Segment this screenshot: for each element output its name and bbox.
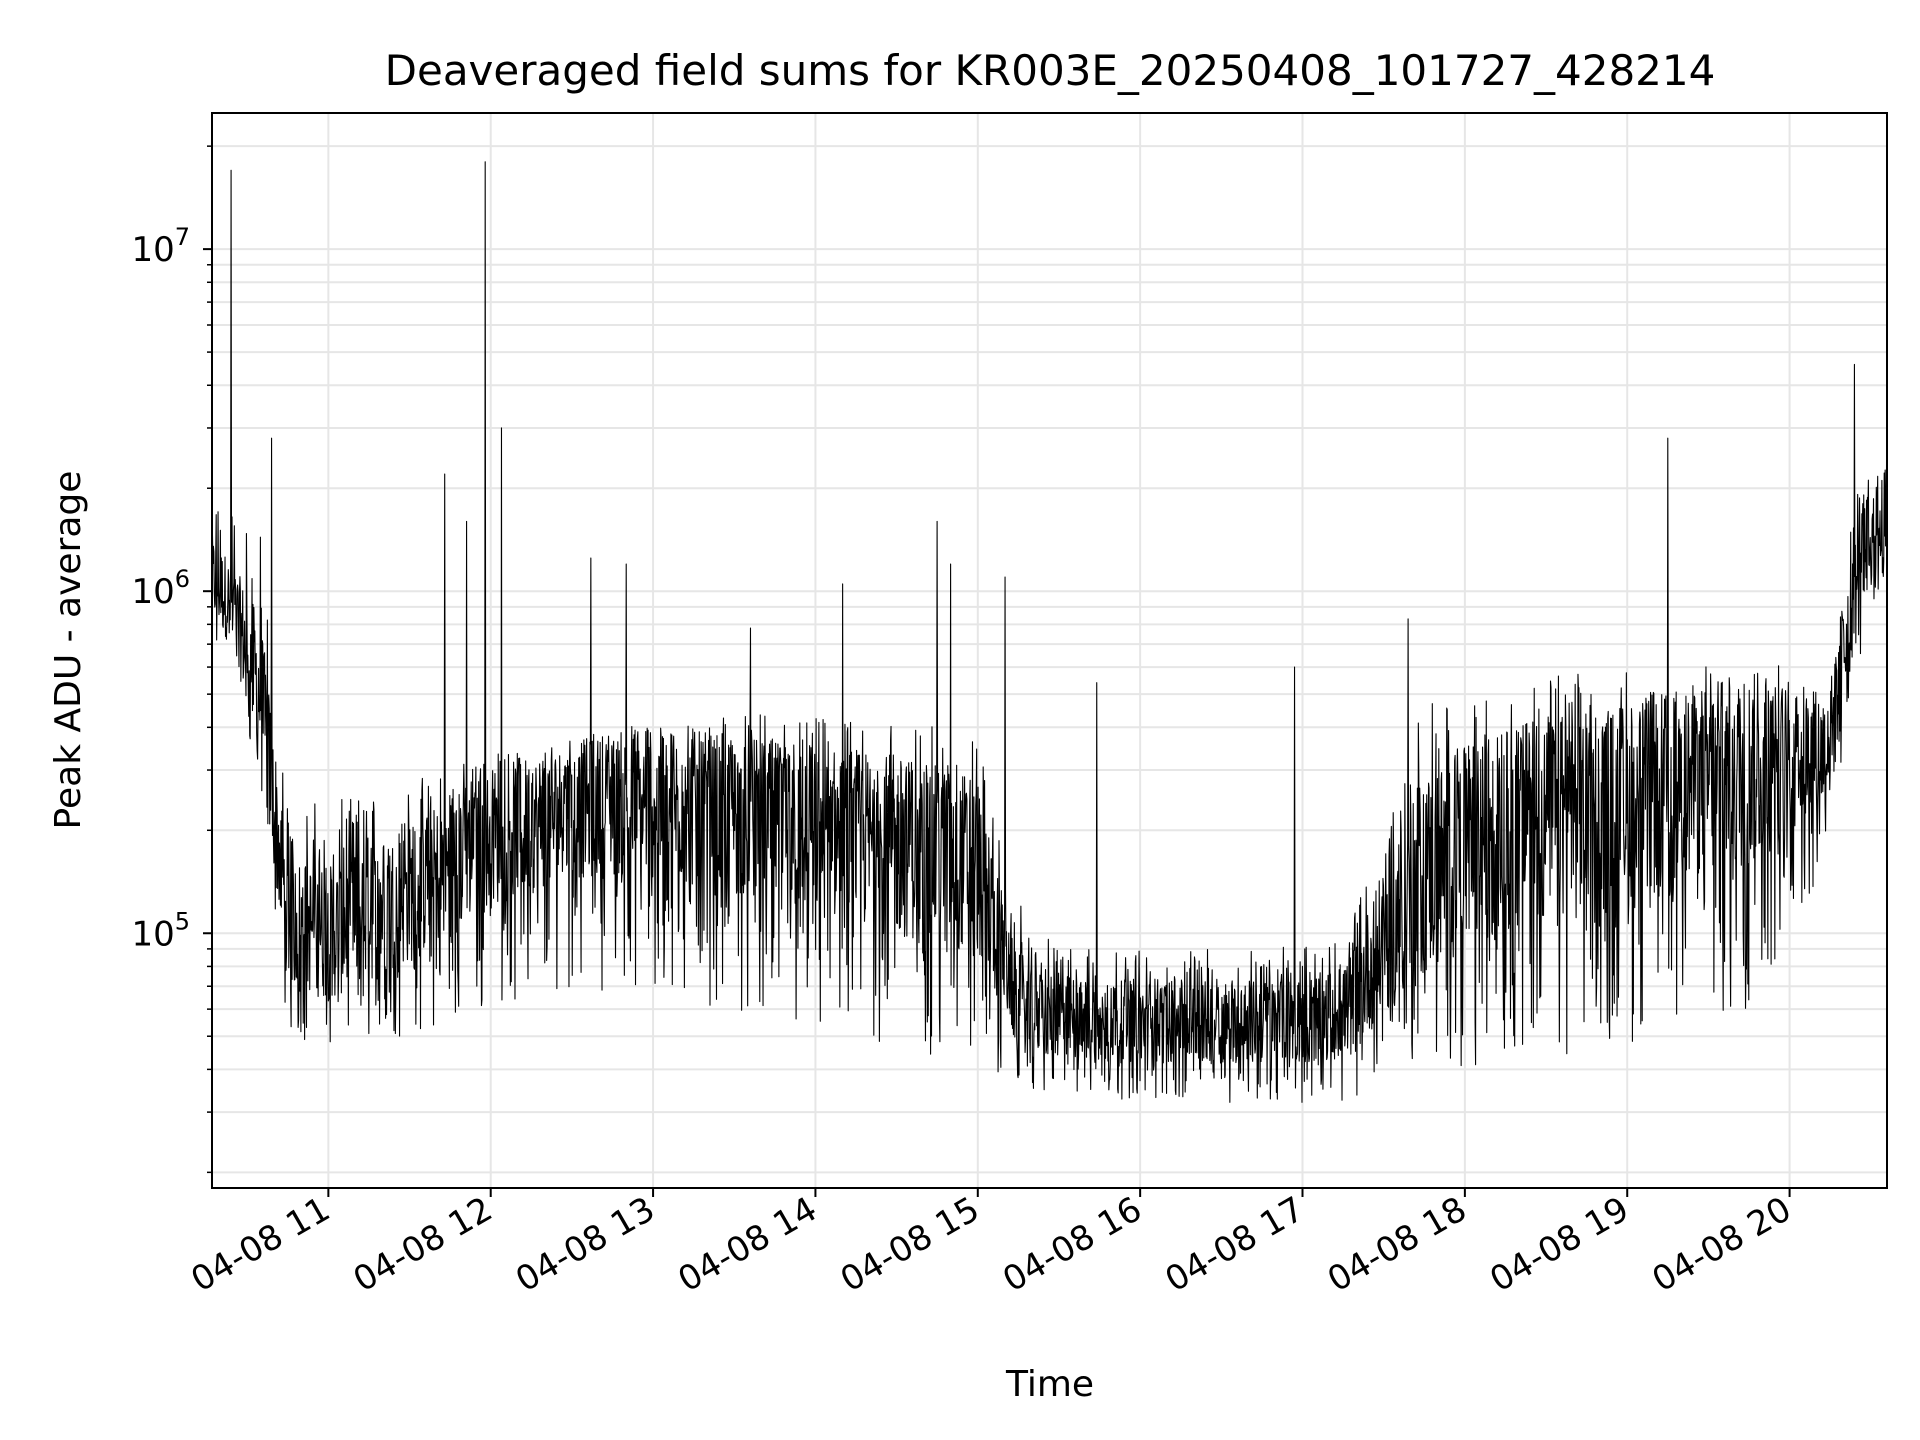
series-line [211, 161, 1888, 1103]
chart-title: Deaveraged field sums for KR003E_2025040… [385, 46, 1716, 95]
data-series [211, 161, 1888, 1103]
y-tick-label: 107 [131, 223, 190, 270]
plot-frame [211, 112, 1888, 1189]
y-axis-label: Peak ADU - average [48, 471, 89, 830]
y-tick-label: 105 [131, 907, 190, 954]
x-axis-label: Time [1005, 1364, 1094, 1405]
y-axis-ticks: 105 106 107 [131, 145, 212, 1174]
y-tick-label: 106 [131, 565, 190, 612]
